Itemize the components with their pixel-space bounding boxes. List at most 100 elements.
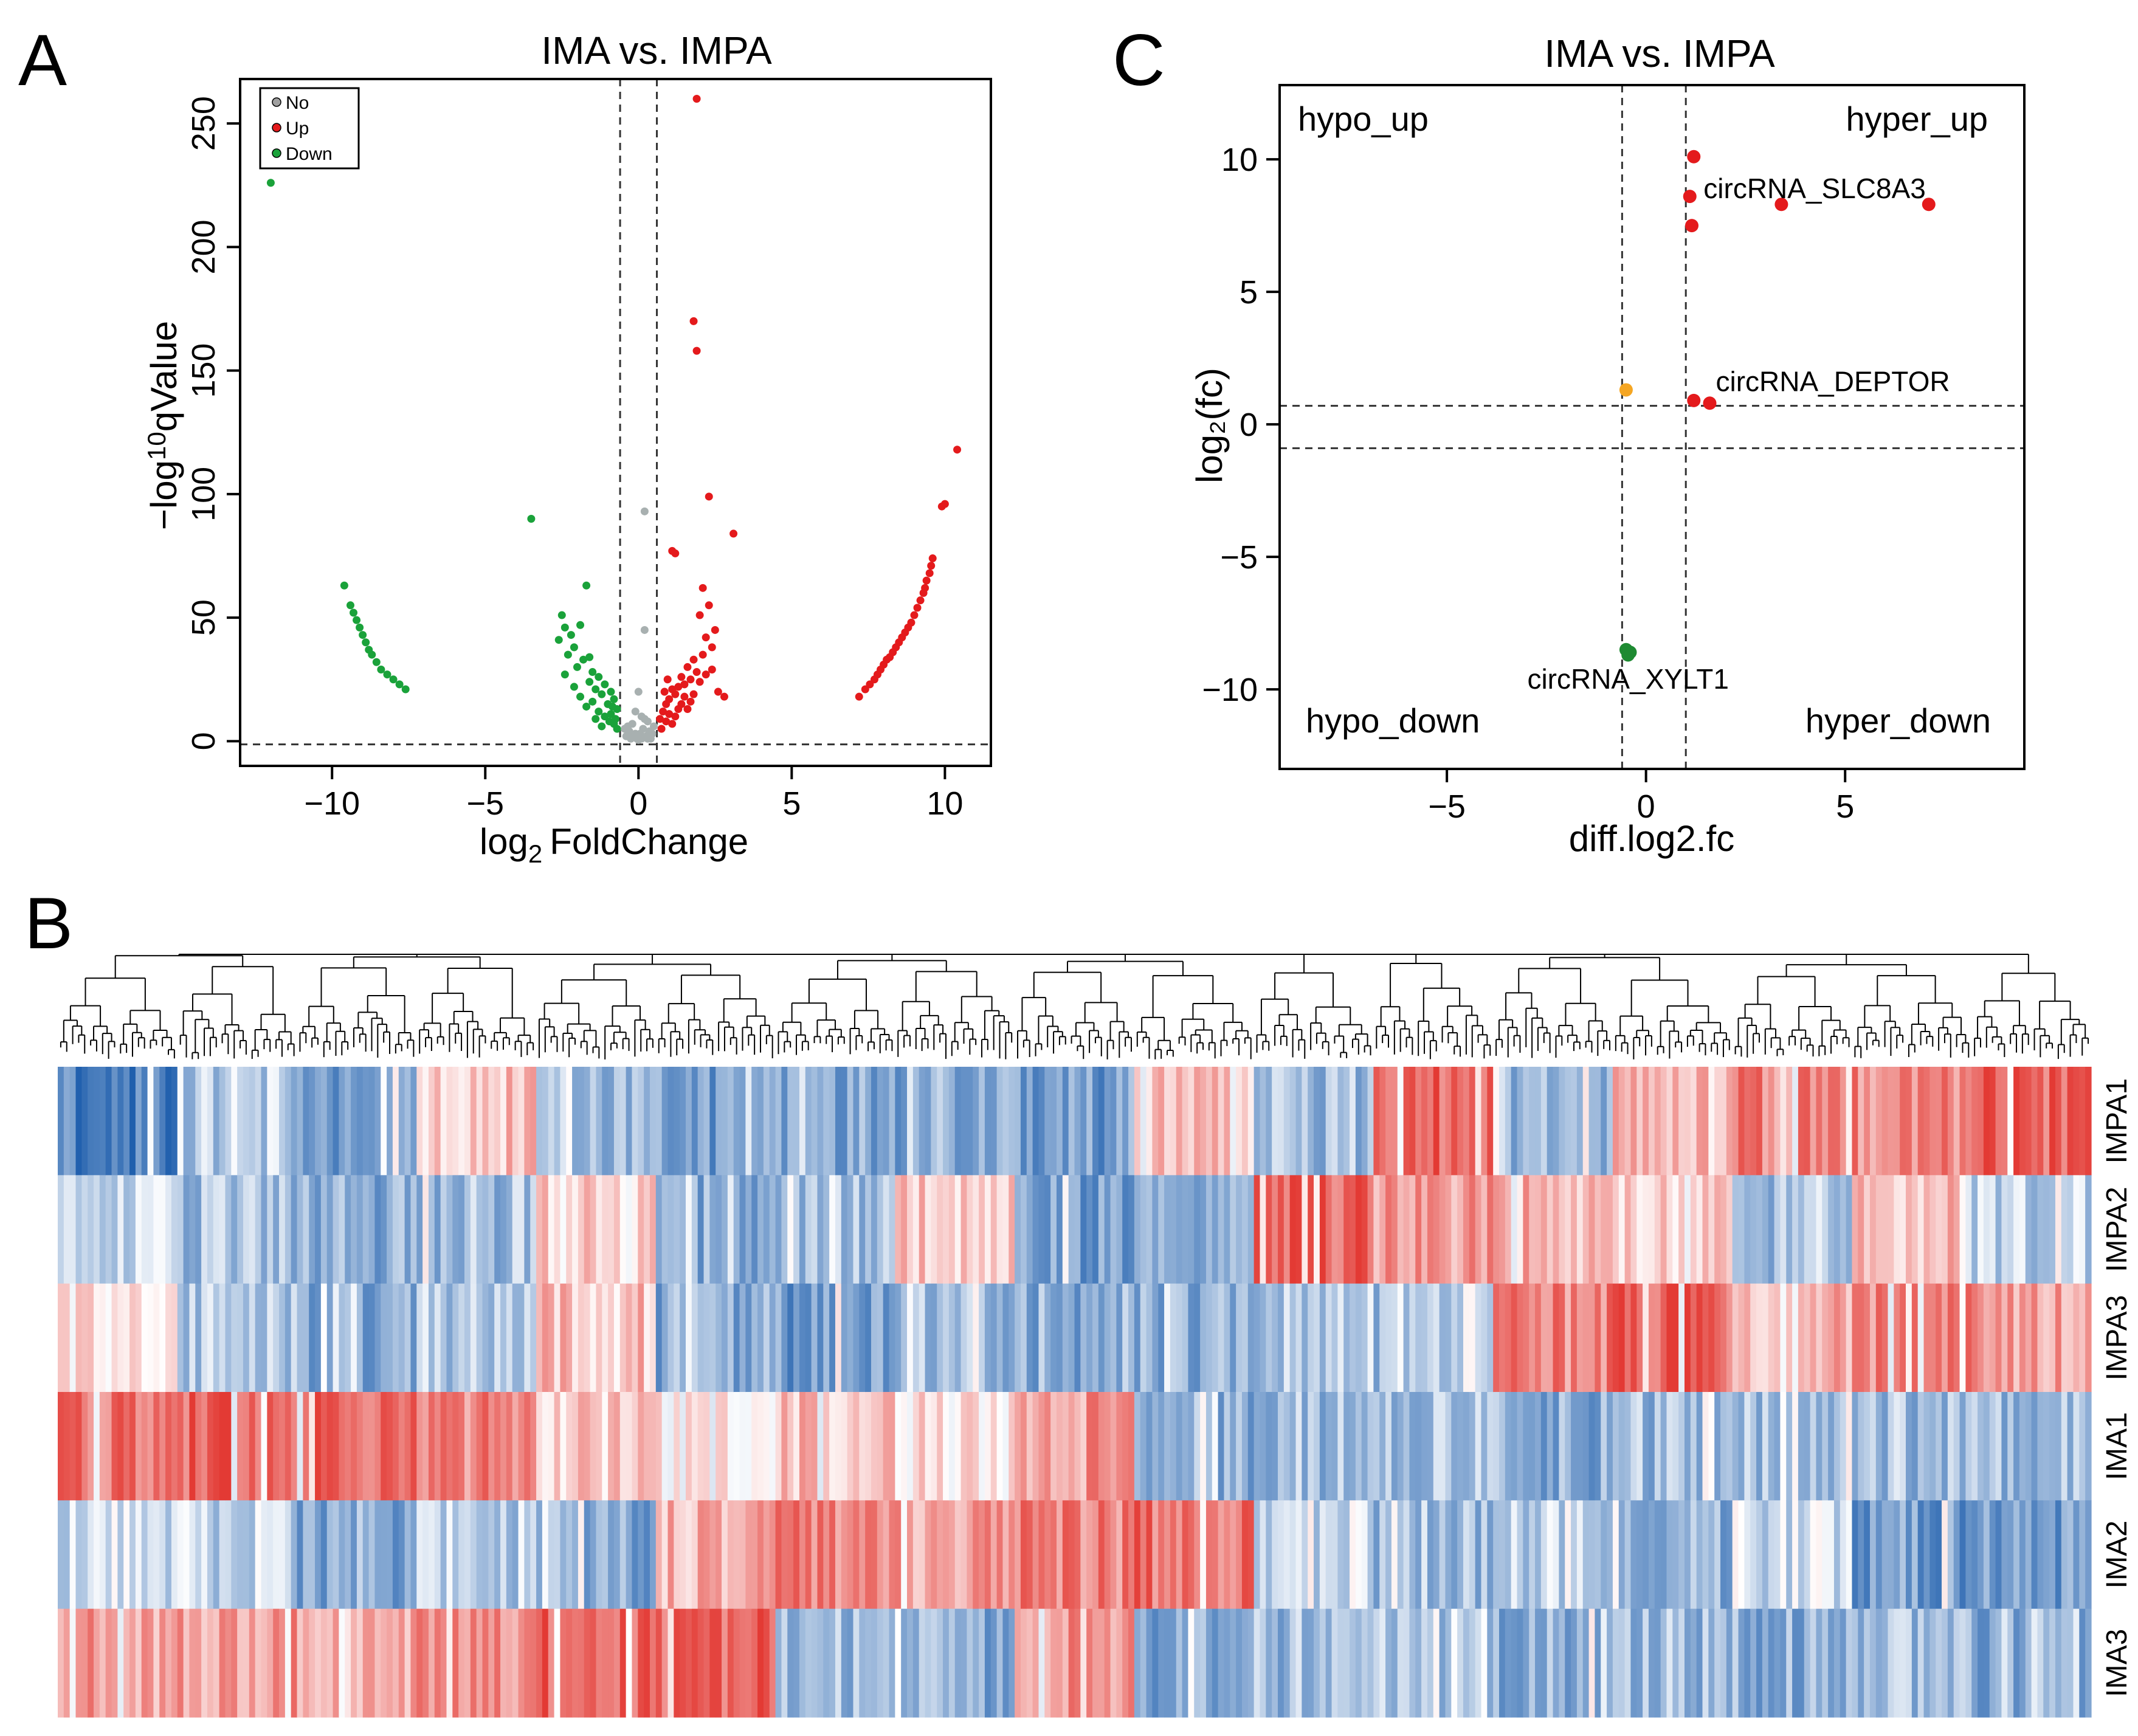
heatmap-cell (1535, 1283, 1542, 1393)
heatmap-cell (1289, 1500, 1297, 1610)
heatmap-cell (464, 1283, 471, 1393)
heatmap-cell (1894, 1500, 1900, 1610)
volcano-point-no (640, 715, 649, 723)
heatmap-cell (1965, 1500, 1972, 1610)
heatmap-cell (500, 1608, 507, 1718)
heatmap-cell (524, 1283, 531, 1393)
heatmap-cell (1140, 1608, 1147, 1718)
heatmap-cell (1260, 1067, 1266, 1176)
heatmap-cell (1038, 1175, 1045, 1284)
heatmap-cell (1864, 1608, 1871, 1718)
heatmap-cell (590, 1283, 597, 1393)
heatmap-cell (1906, 1392, 1912, 1501)
volcano-point-up (692, 668, 701, 677)
heatmap-cell (422, 1392, 429, 1501)
heatmap-cell (398, 1392, 405, 1501)
quadrant-point-other (1619, 383, 1633, 397)
heatmap-cell (542, 1392, 549, 1501)
heatmap-cell (548, 1283, 555, 1393)
heatmap-cell (1098, 1500, 1105, 1610)
heatmap-cell (88, 1500, 94, 1610)
heatmap-cell (619, 1175, 627, 1284)
heatmap-cell (201, 1500, 208, 1610)
volcano-point-up (910, 611, 919, 619)
volcano-xlabel-base: log (480, 821, 528, 862)
heatmap-cell (1690, 1392, 1697, 1501)
heatmap-cell (1529, 1608, 1536, 1718)
volcano-point-up (927, 562, 936, 570)
heatmap-cell (661, 1067, 669, 1176)
heatmap-cell (1576, 1392, 1584, 1501)
heatmap-cell (763, 1175, 770, 1284)
heatmap-cell (1936, 1175, 1942, 1284)
heatmap-cell (58, 1500, 64, 1610)
heatmap-cell (1278, 1608, 1285, 1718)
heatmap-cell (183, 1067, 190, 1176)
heatmap-cell (1379, 1175, 1386, 1284)
heatmap-cell (1762, 1392, 1769, 1501)
heatmap-cell (500, 1500, 507, 1610)
volcano-point-down (383, 670, 391, 679)
heatmap-cell (1911, 1283, 1919, 1393)
heatmap-cell (1403, 1067, 1410, 1176)
heatmap-cell (954, 1500, 962, 1610)
heatmap-cell (333, 1175, 339, 1284)
quadrant-y-axis-label: log₂(fc) (1189, 368, 1230, 483)
heatmap-cell (811, 1175, 818, 1284)
heatmap-cell (1989, 1175, 1996, 1284)
heatmap-cell (500, 1175, 507, 1284)
heatmap-cell (566, 1175, 573, 1284)
heatmap-cell (907, 1500, 914, 1610)
heatmap-cell (1660, 1392, 1667, 1501)
heatmap-cell (231, 1392, 238, 1501)
heatmap-cell (345, 1608, 351, 1718)
heatmap-cell (1272, 1283, 1278, 1393)
heatmap-cell (111, 1500, 118, 1610)
heatmap-cell (542, 1608, 549, 1718)
heatmap-cell (775, 1500, 782, 1610)
heatmap-cell (626, 1500, 633, 1610)
heatmap-cell (1379, 1608, 1386, 1718)
legend-down-marker (272, 148, 281, 158)
heatmap-cell (1403, 1500, 1410, 1610)
heatmap-cell (207, 1608, 214, 1718)
heatmap-cell (506, 1392, 513, 1501)
heatmap-cell (88, 1608, 94, 1718)
heatmap-cell (171, 1067, 178, 1176)
heatmap-cell (1463, 1067, 1470, 1176)
heatmap-cell (111, 1283, 118, 1393)
heatmap-cell (578, 1500, 585, 1610)
heatmap-cell (1983, 1067, 1990, 1176)
heatmap-cell (1397, 1175, 1404, 1284)
heatmap-cell (1588, 1500, 1596, 1610)
heatmap-cell (1074, 1392, 1081, 1501)
heatmap-cell (368, 1392, 376, 1501)
heatmap-cell (153, 1392, 160, 1501)
heatmap-cell (722, 1500, 728, 1610)
heatmap-cell (1833, 1283, 1841, 1393)
heatmap-cell (1283, 1500, 1291, 1610)
heatmap-cell (470, 1608, 477, 1718)
heatmap-cell (1654, 1392, 1661, 1501)
heatmap-cell (1840, 1392, 1847, 1501)
heatmap-cell (1122, 1608, 1129, 1718)
heatmap-cell (984, 1067, 991, 1176)
heatmap-cell (1792, 1608, 1799, 1718)
heatmap-cell (1152, 1283, 1159, 1393)
heatmap-cell (488, 1067, 495, 1176)
heatmap-cell (1511, 1500, 1518, 1610)
heatmap-cell (787, 1608, 794, 1718)
heatmap-cell (1134, 1392, 1141, 1501)
heatmap-cell (165, 1392, 172, 1501)
heatmap-cell (1074, 1500, 1081, 1610)
volcano-point-down (595, 673, 603, 681)
heatmap-cell (1062, 1283, 1069, 1393)
heatmap-cell (2049, 1392, 2056, 1501)
heatmap-cell (536, 1608, 543, 1718)
heatmap-cell (638, 1283, 644, 1393)
heatmap-cell (1798, 1608, 1805, 1718)
heatmap-cell (608, 1392, 615, 1501)
heatmap-cell (1439, 1283, 1446, 1393)
heatmap-cell (1660, 1500, 1667, 1610)
heatmap-cell (1565, 1500, 1571, 1610)
